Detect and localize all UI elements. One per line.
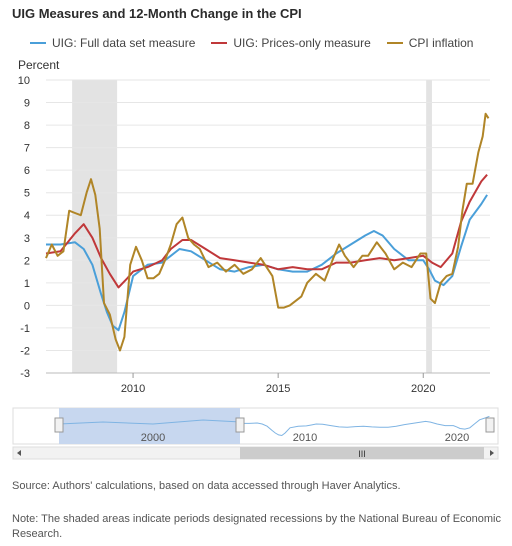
scrollbar-grip[interactable]: III	[358, 449, 366, 459]
chart-title: UIG Measures and 12-Month Change in the …	[12, 6, 302, 21]
x-tick-label-2010: 2010	[121, 383, 145, 395]
scroll-right-arrow-icon[interactable]	[490, 450, 494, 456]
recession-note: Note: The shaded areas indicate periods …	[12, 513, 501, 540]
legend-item-uig-full[interactable]: UIG: Full data set measure	[30, 36, 195, 50]
y-tick-label-4: 4	[24, 210, 30, 222]
scroll-left-arrow-icon[interactable]	[17, 450, 21, 456]
navigator-tick-label-2: 2020	[445, 432, 469, 444]
y-tick-label-9: 9	[24, 98, 30, 110]
y-tick-label-8: 8	[24, 120, 30, 132]
legend-label-cpi: CPI inflation	[408, 36, 474, 50]
y-axis-title: Percent	[18, 58, 60, 72]
y-tick-label-7: 7	[24, 143, 30, 155]
navigator-handle-right-end[interactable]	[485, 417, 495, 433]
y-tick-label-3: 3	[24, 233, 30, 245]
navigator-handle-0[interactable]	[54, 417, 64, 433]
navigator-preview-line	[241, 415, 490, 437]
navigator[interactable]: 2000 2010 2020 III	[0, 400, 512, 462]
legend-item-cpi[interactable]: CPI inflation	[386, 36, 474, 50]
source-note: Source: Authors' calculations, based on …	[12, 480, 401, 492]
legend-swatch-uig-full	[30, 42, 46, 44]
legend-item-uig-prices[interactable]: UIG: Prices-only measure	[211, 36, 371, 50]
legend-label-uig-full: UIG: Full data set measure	[52, 36, 196, 50]
series-line-2	[45, 112, 490, 352]
navigator-selection	[59, 408, 240, 444]
scrollbar-thumb[interactable]	[240, 447, 484, 459]
y-tick-label--3: -3	[20, 368, 30, 380]
main-chart[interactable]: -3 -2 -1 0 1 2 3 4 5 6 7 8 9 10 2010 2015 2020	[0, 70, 512, 400]
navigator-handle-1[interactable]	[235, 417, 245, 433]
y-tick-label-6: 6	[24, 165, 30, 177]
recession-band-0	[72, 80, 118, 373]
legend: UIG: Full data set measure UIG: Prices-o…	[30, 36, 512, 50]
y-tick-label-2: 2	[24, 255, 30, 267]
legend-label-uig-prices: UIG: Prices-only measure	[233, 36, 371, 50]
y-tick-label--2: -2	[20, 345, 30, 357]
y-tick-label-1: 1	[24, 278, 30, 290]
y-tick-label-10: 10	[18, 75, 30, 87]
y-tick-label-0: 0	[24, 300, 30, 312]
legend-swatch-cpi	[386, 42, 403, 44]
navigator-tick-label-0: 2000	[141, 432, 165, 444]
y-tick-label-5: 5	[24, 188, 30, 200]
legend-swatch-uig-prices	[211, 42, 228, 44]
navigator-tick-label-1: 2010	[293, 432, 317, 444]
recession-band-1	[426, 80, 432, 373]
x-tick-label-2020: 2020	[411, 383, 435, 395]
x-tick-label-2015: 2015	[266, 383, 290, 395]
navigator-preview-left	[58, 419, 242, 425]
y-tick-label--1: -1	[20, 323, 30, 335]
